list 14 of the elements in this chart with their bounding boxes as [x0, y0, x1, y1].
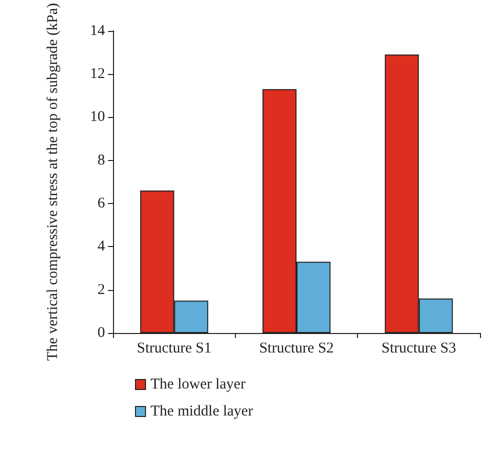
y-tick-label: 10 [90, 109, 105, 126]
y-tick-label: 6 [98, 195, 106, 212]
legend-label: The middle layer [150, 404, 253, 420]
y-axis-title: The vertical compressive stress at the top of subgrade (kPa) [45, 2, 61, 361]
legend-label: The lower layer [150, 376, 246, 392]
y-tick-label: 0 [98, 325, 105, 341]
x-tick-label: Structure S1 [136, 340, 212, 356]
x-tick-label: Structure S3 [382, 340, 456, 356]
y-tick-label: 12 [90, 66, 105, 82]
y-tick-label: 2 [98, 282, 105, 298]
y-tick-label: 4 [98, 238, 106, 255]
x-tick-label: Structure S2 [259, 340, 334, 356]
y-tick-label: 14 [90, 22, 106, 39]
y-tick-label: 8 [98, 152, 105, 168]
